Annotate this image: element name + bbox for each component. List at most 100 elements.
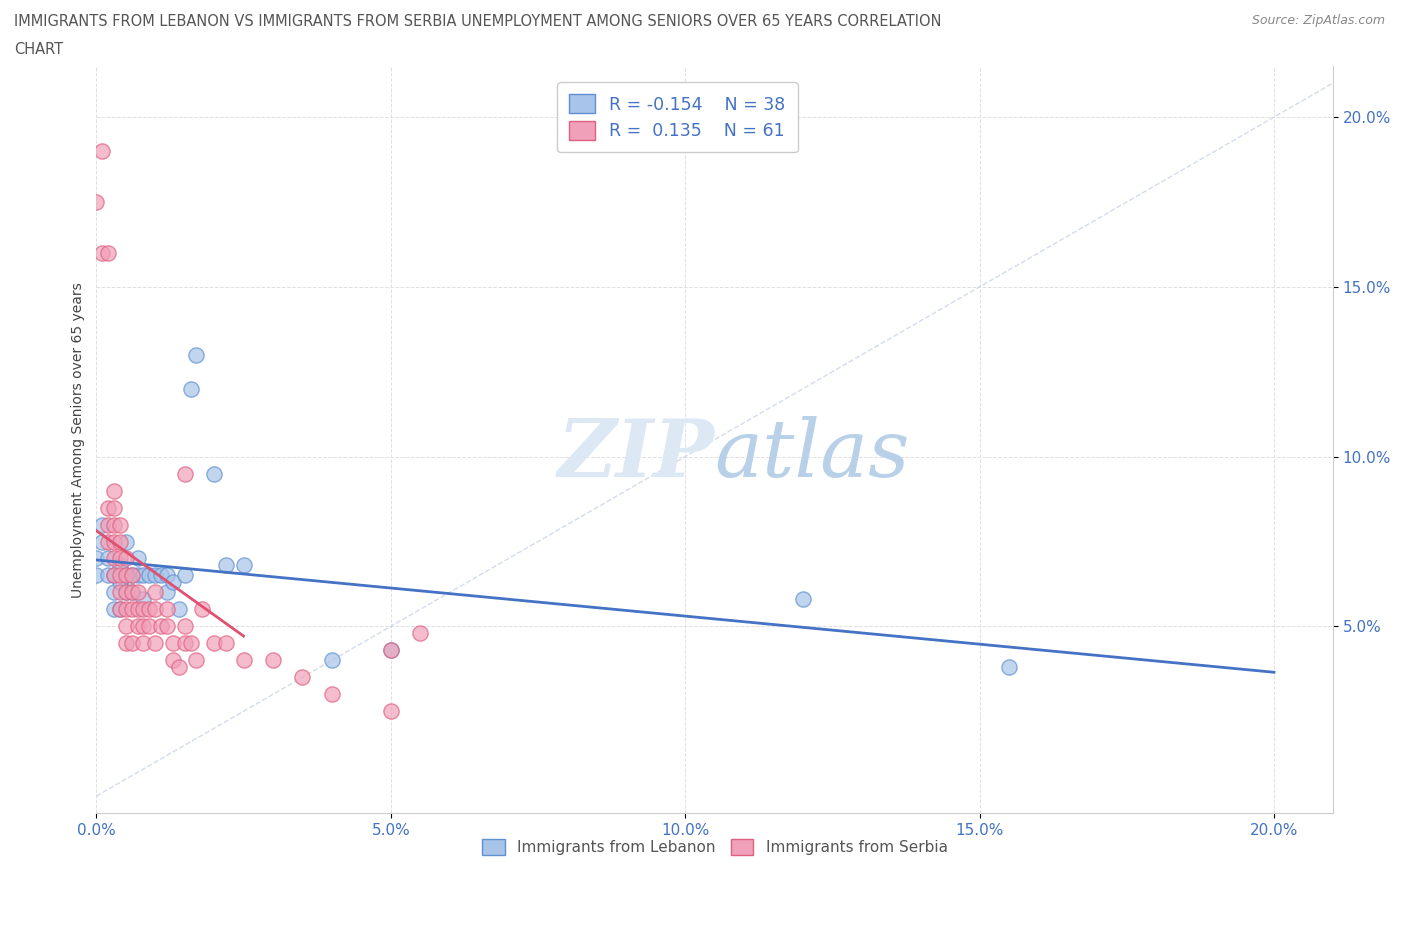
Point bbox=[167, 602, 190, 617]
Point bbox=[173, 636, 195, 651]
Point bbox=[97, 517, 120, 532]
Point bbox=[97, 246, 120, 260]
Point bbox=[138, 568, 160, 583]
Point bbox=[121, 585, 143, 600]
Point bbox=[103, 602, 125, 617]
Point bbox=[127, 619, 149, 634]
Point bbox=[97, 500, 120, 515]
Text: atlas: atlas bbox=[714, 416, 910, 493]
Legend: Immigrants from Lebanon, Immigrants from Serbia: Immigrants from Lebanon, Immigrants from… bbox=[475, 832, 953, 861]
Point bbox=[143, 636, 166, 651]
Point bbox=[186, 653, 208, 668]
Point bbox=[91, 517, 114, 532]
Point bbox=[998, 659, 1021, 674]
Point bbox=[156, 585, 179, 600]
Point bbox=[409, 626, 432, 641]
Point bbox=[132, 591, 155, 606]
Point bbox=[91, 143, 114, 158]
Point bbox=[103, 585, 125, 600]
Point bbox=[108, 568, 131, 583]
Point bbox=[97, 534, 120, 549]
Point bbox=[215, 558, 238, 573]
Point bbox=[132, 568, 155, 583]
Point bbox=[114, 602, 136, 617]
Point bbox=[380, 643, 402, 658]
Point bbox=[232, 558, 254, 573]
Point bbox=[114, 585, 136, 600]
Text: IMMIGRANTS FROM LEBANON VS IMMIGRANTS FROM SERBIA UNEMPLOYMENT AMONG SENIORS OVE: IMMIGRANTS FROM LEBANON VS IMMIGRANTS FR… bbox=[14, 14, 942, 29]
Point bbox=[103, 500, 125, 515]
Point bbox=[156, 602, 179, 617]
Point bbox=[121, 585, 143, 600]
Point bbox=[143, 568, 166, 583]
Point bbox=[127, 551, 149, 566]
Point bbox=[108, 551, 131, 566]
Point bbox=[86, 551, 108, 566]
Point bbox=[108, 575, 131, 590]
Point bbox=[127, 602, 149, 617]
Point bbox=[262, 653, 284, 668]
Point bbox=[114, 568, 136, 583]
Point bbox=[138, 602, 160, 617]
Y-axis label: Unemployment Among Seniors over 65 years: Unemployment Among Seniors over 65 years bbox=[72, 282, 86, 597]
Point bbox=[167, 659, 190, 674]
Point bbox=[792, 591, 814, 606]
Point bbox=[132, 636, 155, 651]
Point bbox=[91, 246, 114, 260]
Point bbox=[132, 602, 155, 617]
Point bbox=[180, 636, 202, 651]
Point bbox=[380, 643, 402, 658]
Point bbox=[114, 585, 136, 600]
Point bbox=[162, 653, 184, 668]
Point bbox=[143, 585, 166, 600]
Point bbox=[103, 568, 125, 583]
Point bbox=[143, 602, 166, 617]
Point bbox=[150, 619, 173, 634]
Point bbox=[121, 568, 143, 583]
Point bbox=[114, 551, 136, 566]
Point bbox=[121, 602, 143, 617]
Point bbox=[108, 558, 131, 573]
Point bbox=[121, 636, 143, 651]
Point bbox=[150, 568, 173, 583]
Point bbox=[97, 551, 120, 566]
Point bbox=[132, 619, 155, 634]
Point bbox=[103, 568, 125, 583]
Point bbox=[202, 466, 225, 481]
Point bbox=[186, 347, 208, 362]
Point bbox=[232, 653, 254, 668]
Point bbox=[180, 381, 202, 396]
Point bbox=[121, 568, 143, 583]
Point bbox=[321, 653, 343, 668]
Point bbox=[108, 585, 131, 600]
Point bbox=[114, 619, 136, 634]
Point bbox=[103, 534, 125, 549]
Point bbox=[162, 575, 184, 590]
Point bbox=[108, 602, 131, 617]
Point bbox=[103, 517, 125, 532]
Point bbox=[215, 636, 238, 651]
Point bbox=[291, 670, 314, 684]
Point bbox=[380, 704, 402, 719]
Point bbox=[173, 568, 195, 583]
Point bbox=[162, 636, 184, 651]
Point bbox=[108, 517, 131, 532]
Point bbox=[173, 619, 195, 634]
Point bbox=[173, 466, 195, 481]
Text: CHART: CHART bbox=[14, 42, 63, 57]
Point bbox=[114, 568, 136, 583]
Point bbox=[321, 687, 343, 702]
Point bbox=[127, 568, 149, 583]
Point bbox=[97, 568, 120, 583]
Text: Source: ZipAtlas.com: Source: ZipAtlas.com bbox=[1251, 14, 1385, 27]
Point bbox=[91, 534, 114, 549]
Point bbox=[103, 551, 125, 566]
Point bbox=[127, 585, 149, 600]
Point bbox=[114, 636, 136, 651]
Point bbox=[202, 636, 225, 651]
Point bbox=[86, 194, 108, 209]
Point bbox=[108, 602, 131, 617]
Point bbox=[86, 568, 108, 583]
Point bbox=[114, 534, 136, 549]
Point bbox=[156, 568, 179, 583]
